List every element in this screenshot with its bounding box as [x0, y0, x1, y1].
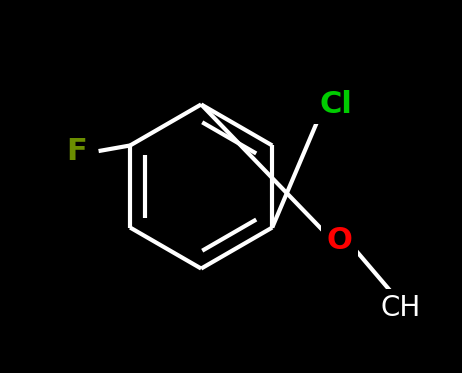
- Text: CH₃: CH₃: [381, 294, 432, 322]
- Text: O: O: [326, 226, 352, 255]
- Text: Cl: Cl: [319, 90, 352, 119]
- Text: F: F: [66, 137, 86, 166]
